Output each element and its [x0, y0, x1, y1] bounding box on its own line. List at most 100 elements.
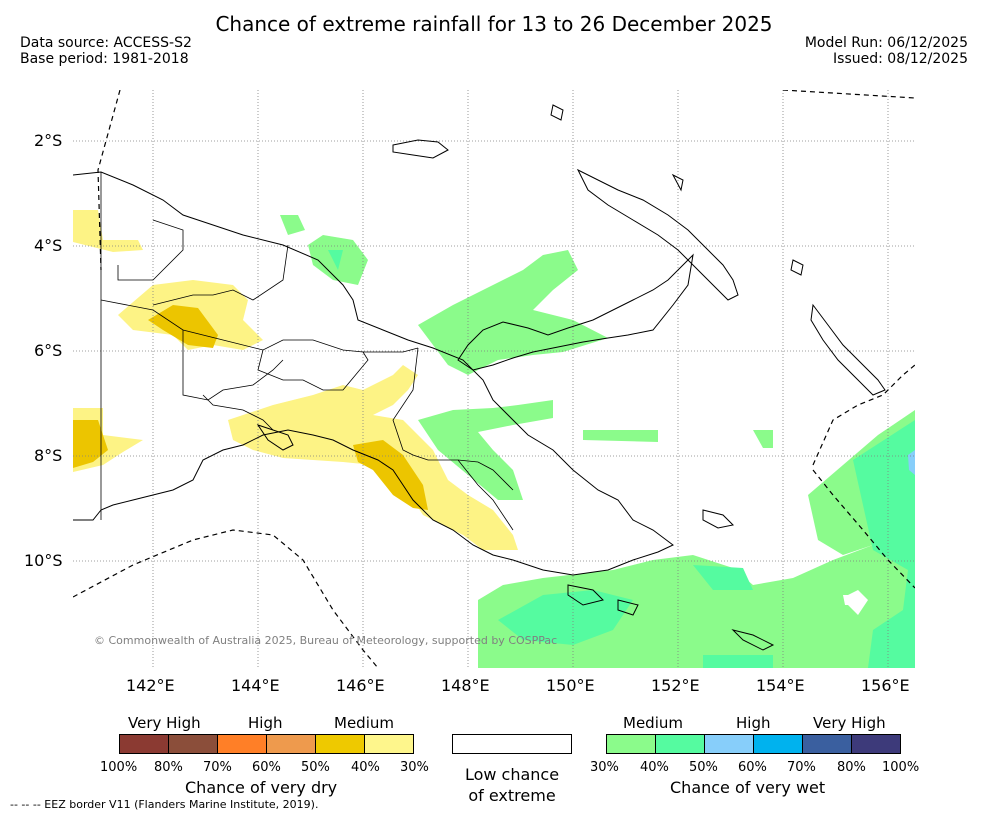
dry-swatch-3 [266, 734, 316, 754]
wet-level-very-high: Very High [813, 714, 886, 732]
map-title: Chance of extreme rainfall for 13 to 26 … [215, 12, 773, 36]
wet-strong-south [498, 590, 633, 645]
dry-caption: Chance of very dry [185, 778, 338, 797]
border-b [100, 299, 419, 353]
wet-strong-east [853, 420, 915, 668]
lat-label-10s: 10°S [24, 551, 63, 570]
eez-east-2 [812, 469, 915, 589]
wet-swatch-4 [802, 734, 852, 754]
dry-pct-60: 60% [252, 760, 281, 775]
wet-area-new-britain [418, 250, 608, 375]
border-d [202, 394, 274, 431]
wet-swatch-3 [753, 734, 803, 754]
run-info: Model Run: 06/12/2025 Issued: 08/12/2025 [805, 35, 968, 67]
wet-pct-60: 60% [738, 760, 767, 775]
dry-strong-west [73, 420, 108, 468]
dry-pct-100: 100% [100, 760, 138, 775]
dry-swatch-4 [315, 734, 365, 754]
eez-east-1 [812, 364, 915, 466]
rainfall-map [73, 90, 915, 668]
issued-text: Issued: 08/12/2025 [833, 51, 968, 67]
neutral-caption: Low chance of extreme [452, 764, 572, 806]
dry-swatch-1 [168, 734, 218, 754]
border-c [182, 330, 284, 401]
dry-level-medium: Medium [334, 714, 394, 732]
woodlark-coast [702, 509, 735, 529]
lat-label-2s: 2°S [34, 131, 63, 150]
lon-label-148e: 148°E [441, 676, 490, 695]
dry-strong-highlands [148, 305, 218, 348]
eez-north-east [782, 90, 915, 99]
wet-caption: Chance of very wet [670, 778, 826, 797]
new-ireland-coast [576, 168, 739, 301]
lon-label-144e: 144°E [231, 676, 280, 695]
wet-pct-80: 80% [837, 760, 866, 775]
eez-note: -- -- -- EEZ border V11 (Flanders Marine… [10, 798, 319, 811]
wet-medium-high-areas [328, 250, 915, 668]
wet-swatch-5 [851, 734, 901, 754]
dry-swatch-2 [217, 734, 267, 754]
neutral-caption-line2: of extreme [468, 786, 556, 805]
eez-borders [73, 90, 915, 668]
dry-swatch-0 [119, 734, 169, 754]
lat-label-6s: 6°S [34, 341, 63, 360]
provincial-borders [100, 172, 514, 531]
model-run-text: Model Run: 06/12/2025 [804, 35, 968, 51]
dry-pct-50: 50% [301, 760, 330, 775]
neutral-swatch [452, 734, 572, 754]
base-period-text: Base period: 1981-2018 [20, 51, 189, 67]
wet-area-small-3 [280, 215, 305, 235]
manus-coast [392, 139, 449, 159]
eez-south-west [73, 529, 379, 668]
wet-swatch-1 [655, 734, 705, 754]
bougainville-coast [810, 303, 886, 396]
dry-swatch-5 [364, 734, 414, 754]
bismarck-islands [550, 104, 804, 276]
dry-pct-40: 40% [351, 760, 380, 775]
wet-pct-50: 50% [689, 760, 718, 775]
lon-label-156e: 156°E [861, 676, 910, 695]
graticule [73, 90, 915, 668]
wet-swatch-0 [606, 734, 656, 754]
wet-area-small-1 [583, 430, 658, 442]
lat-label-4s: 4°S [34, 236, 63, 255]
border-a [117, 219, 184, 281]
wet-strong-southeast [703, 655, 773, 668]
eez-west [97, 90, 121, 271]
border-h [457, 459, 514, 491]
lon-label-154e: 154°E [756, 676, 805, 695]
wet-area-small-2 [753, 430, 773, 448]
wet-pct-70: 70% [787, 760, 816, 775]
border-e [257, 349, 369, 391]
wet-pct-30: 30% [590, 760, 619, 775]
new-guinea-coast [73, 171, 674, 576]
lat-label-8s: 8°S [34, 446, 63, 465]
d-entrecasteaux [567, 584, 639, 616]
wet-strong-manus [328, 250, 343, 270]
lon-label-150e: 150°E [546, 676, 595, 695]
dry-level-very-high: Very High [128, 714, 201, 732]
dry-area-west-top [73, 210, 143, 252]
dry-level-high: High [248, 714, 283, 732]
wet-pct-100: 100% [882, 760, 920, 775]
border-f [392, 347, 514, 531]
lon-label-152e: 152°E [651, 676, 700, 695]
dry-pct-80: 80% [154, 760, 183, 775]
wet-swatch-2 [704, 734, 754, 754]
coastlines [73, 104, 886, 651]
white-hole-2 [848, 590, 868, 615]
wet-pct-40: 40% [640, 760, 669, 775]
copyright-text: © Commonwealth of Australia 2025, Bureau… [94, 634, 558, 647]
lon-label-146e: 146°E [336, 676, 385, 695]
wet-strong-south-2 [693, 565, 753, 590]
neutral-caption-line1: Low chance [464, 765, 560, 784]
wet-area-east-papua [418, 400, 553, 500]
source-info: Data source: ACCESS-S2 Base period: 1981… [20, 35, 192, 67]
data-source-text: Data source: ACCESS-S2 [20, 35, 192, 51]
lon-label-142e: 142°E [126, 676, 175, 695]
louisiade-coast [731, 629, 775, 651]
dry-pct-70: 70% [203, 760, 232, 775]
wet-level-high: High [736, 714, 771, 732]
wet-level-medium: Medium [623, 714, 683, 732]
border-g [152, 244, 289, 306]
